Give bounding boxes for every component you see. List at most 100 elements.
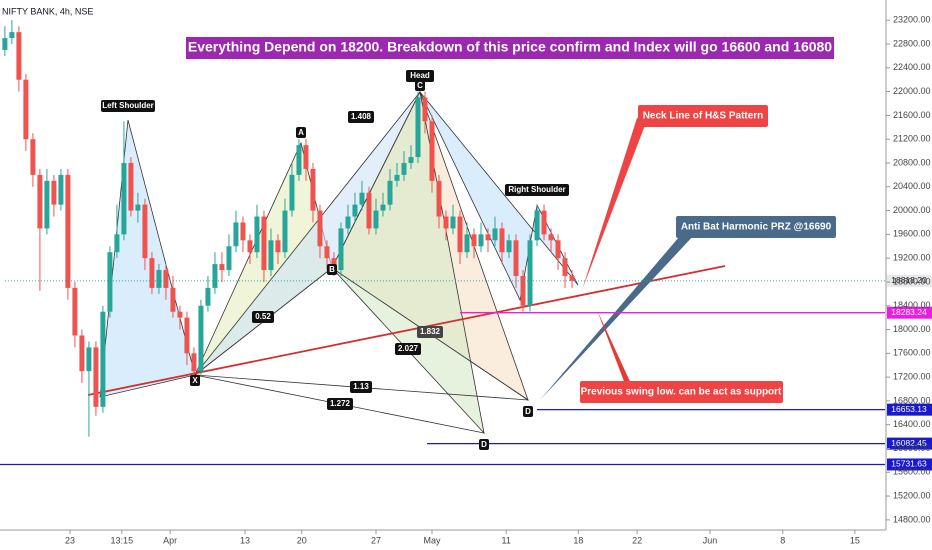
candle-body bbox=[72, 287, 78, 336]
candle-body bbox=[324, 246, 330, 259]
candle-body bbox=[562, 258, 568, 277]
candle-body bbox=[338, 228, 344, 271]
candle-body bbox=[219, 264, 225, 271]
candle-body bbox=[58, 174, 64, 205]
prz-note: Anti Bat Harmonic PRZ @16690 bbox=[681, 222, 832, 233]
y-tick-label: 16400.00 bbox=[893, 419, 931, 429]
x-tick-label: 22 bbox=[632, 535, 642, 545]
price-tags: 18818.20 18283.24 16653.13 16082.45 15731.63 bbox=[887, 274, 932, 471]
candle-body bbox=[198, 305, 204, 372]
x-tick-label: 13:15 bbox=[111, 535, 134, 545]
candle-body bbox=[9, 32, 15, 39]
point-b: B bbox=[329, 265, 335, 274]
candle-body bbox=[534, 210, 540, 241]
candle-body bbox=[415, 97, 421, 158]
candle-body bbox=[268, 240, 274, 271]
candle-body bbox=[275, 240, 281, 253]
tag-box bbox=[252, 311, 274, 323]
price-tag bbox=[887, 437, 932, 450]
candle-body bbox=[149, 258, 155, 288]
candle-body bbox=[506, 240, 512, 253]
candle-body bbox=[366, 192, 372, 229]
left-shoulder: Left Shoulder bbox=[102, 101, 154, 110]
candle-body bbox=[401, 162, 407, 175]
candle-body bbox=[380, 204, 386, 211]
candle-body bbox=[37, 174, 43, 229]
candle-body bbox=[303, 145, 309, 169]
y-tick-label: 20400.00 bbox=[893, 181, 931, 191]
candle-body bbox=[135, 204, 141, 211]
candle-body bbox=[485, 234, 491, 241]
note-box bbox=[638, 105, 768, 127]
y-tick-label: 22400.00 bbox=[893, 62, 931, 72]
ratio: 1.13 bbox=[353, 382, 369, 391]
price-tag-label: 15731.63 bbox=[891, 459, 927, 469]
price-tag-label: 18818.20 bbox=[891, 275, 927, 285]
price-tag-label: 18283.24 bbox=[891, 307, 927, 317]
chart-title: Everything Depend on 18200. Breakdown of… bbox=[188, 39, 832, 55]
candle-body bbox=[429, 121, 435, 181]
candle-body bbox=[541, 210, 547, 235]
point-c: C bbox=[417, 81, 423, 90]
price-tag bbox=[887, 403, 932, 416]
candle-body bbox=[30, 139, 36, 175]
candle-body bbox=[478, 234, 484, 247]
labels: NIFTY BANK, 4h, NSE Everything Depend on… bbox=[2, 6, 836, 450]
tag-box bbox=[348, 111, 374, 123]
y-tick-label: 18800.00 bbox=[893, 276, 931, 286]
tag-box bbox=[523, 406, 533, 417]
candle-body bbox=[212, 264, 218, 288]
candle-body bbox=[282, 210, 288, 253]
neck-note: Neck Line of H&S Pattern bbox=[643, 111, 764, 122]
tag-box bbox=[327, 398, 353, 410]
candle-body bbox=[121, 162, 127, 235]
candle-body bbox=[513, 240, 519, 277]
tag-box bbox=[406, 70, 434, 82]
point-d: D bbox=[481, 440, 487, 449]
y-tick-label: 14800.00 bbox=[893, 514, 931, 524]
candle-body bbox=[345, 216, 351, 229]
prz-callout bbox=[540, 230, 695, 400]
candle-body bbox=[156, 270, 162, 288]
y-tick-label: 20800.00 bbox=[893, 157, 931, 167]
candle-body bbox=[86, 347, 92, 372]
note-box bbox=[676, 216, 836, 238]
candle-body bbox=[555, 240, 561, 259]
candle-body bbox=[247, 240, 253, 253]
candle-body bbox=[492, 228, 498, 241]
candle-body bbox=[240, 222, 246, 241]
candle-body bbox=[569, 276, 575, 281]
tag-box bbox=[395, 343, 421, 355]
y-tick-label: 18000.00 bbox=[893, 324, 931, 334]
y-tick-label: 18400.00 bbox=[893, 300, 931, 310]
candle-body bbox=[422, 97, 428, 122]
candle-body bbox=[520, 276, 526, 306]
x-tick-label: Apr bbox=[163, 535, 177, 545]
x-tick-label: 27 bbox=[371, 535, 381, 545]
ratio: 0.52 bbox=[255, 312, 271, 321]
candle-body bbox=[79, 335, 85, 372]
candle-body bbox=[177, 311, 183, 318]
plot-area bbox=[0, 20, 885, 466]
x-tick-label: 11 bbox=[502, 535, 511, 545]
candle-body bbox=[184, 317, 190, 354]
candle-body bbox=[44, 180, 50, 229]
candle-body bbox=[408, 157, 414, 163]
x-tick-label: 13 bbox=[240, 535, 250, 545]
x-tick-label: Jun bbox=[703, 535, 718, 545]
candle-body bbox=[289, 174, 295, 211]
price-tag bbox=[887, 274, 932, 287]
candle-body bbox=[352, 204, 358, 217]
y-tick-label: 23200.00 bbox=[893, 15, 931, 25]
x-tick-label: May bbox=[423, 535, 441, 545]
candle-body bbox=[317, 210, 323, 247]
candle-body bbox=[16, 32, 22, 80]
price-tag-label: 16653.13 bbox=[891, 404, 927, 414]
y-tick-label: 15600.00 bbox=[893, 467, 931, 477]
candle-body bbox=[261, 216, 267, 271]
candle-body bbox=[296, 145, 302, 175]
y-tick-label: 16800.00 bbox=[893, 395, 931, 405]
candle-body bbox=[205, 287, 211, 306]
candle-body bbox=[310, 168, 316, 211]
